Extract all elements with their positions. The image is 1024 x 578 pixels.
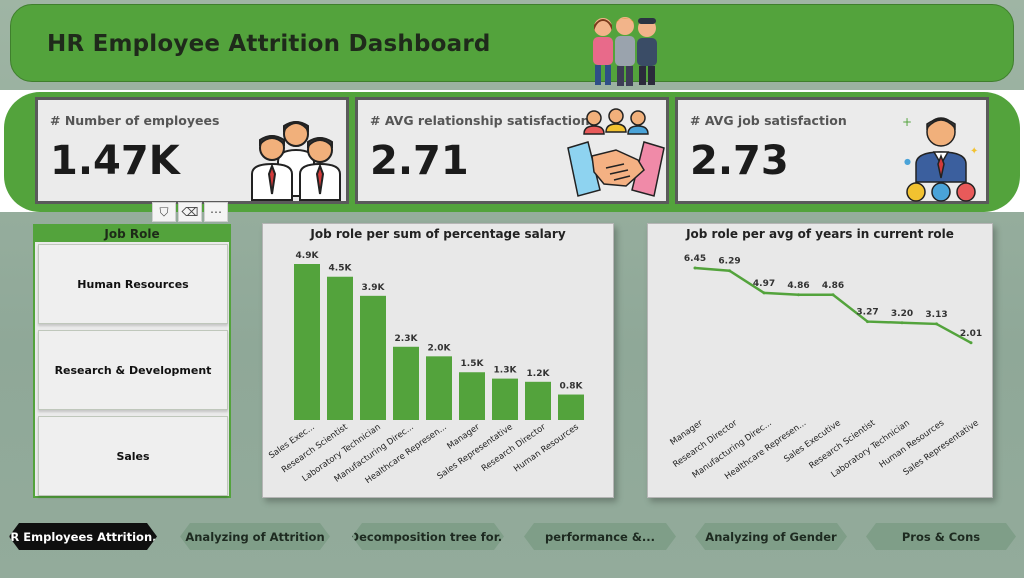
svg-text:✦: ✦ bbox=[970, 146, 978, 157]
line-value-label: 4.86 bbox=[787, 281, 809, 291]
nav-button-pros-cons[interactable]: Pros & Cons bbox=[866, 523, 1016, 550]
line-point[interactable] bbox=[728, 269, 731, 273]
nav-button-performance[interactable]: performance &... bbox=[524, 523, 676, 550]
slicer-toolbar: ⛉ ⌫ ⋯ bbox=[152, 202, 232, 224]
nav-button-decomposition-tree[interactable]: Decomposition tree for.. bbox=[352, 523, 504, 550]
slicer-item-human-resources[interactable]: Human Resources bbox=[38, 244, 228, 324]
kpi-card-relationship-satisfaction[interactable]: # AVG relationship satisfaction 2.71 bbox=[355, 97, 669, 204]
line-chart-title: Job role per avg of years in current rol… bbox=[686, 227, 954, 241]
satisfied-employee-icon: + ✦ ● bbox=[902, 115, 978, 202]
job-role-slicer: Job Role Human Resources Research & Deve… bbox=[33, 224, 231, 498]
kpi-card-job-satisfaction[interactable]: # AVG job satisfaction 2.73 + ✦ ● bbox=[675, 97, 989, 204]
kpi-value: 1.47K bbox=[50, 138, 180, 184]
line-point[interactable] bbox=[935, 322, 938, 326]
kpi-card-employees[interactable]: # Number of employees 1.47K bbox=[35, 97, 349, 204]
kpi-label: # AVG job satisfaction bbox=[690, 113, 847, 128]
nav-button-analyzing-gender[interactable]: Analyzing of Gender bbox=[695, 523, 847, 550]
line-value-label: 3.13 bbox=[925, 310, 947, 320]
bar[interactable] bbox=[393, 346, 419, 420]
svg-text:●: ● bbox=[904, 157, 911, 166]
line-point[interactable] bbox=[866, 320, 869, 324]
bar[interactable] bbox=[294, 264, 320, 420]
line-point[interactable] bbox=[693, 266, 697, 270]
line-point[interactable] bbox=[831, 293, 835, 297]
bar-value-label: 1.5K bbox=[461, 359, 485, 369]
bar[interactable] bbox=[459, 372, 485, 420]
bar[interactable] bbox=[525, 381, 551, 420]
line-value-label: 2.01 bbox=[960, 329, 982, 339]
dashboard-header: HR Employee Attrition Dashboard bbox=[10, 4, 1014, 86]
handshake-team-icon bbox=[567, 108, 665, 197]
line-point[interactable] bbox=[900, 321, 904, 325]
bar-value-label: 4.9K bbox=[296, 251, 320, 261]
bar[interactable] bbox=[327, 276, 353, 420]
kpi-value: 2.71 bbox=[370, 138, 469, 184]
slicer-item-sales[interactable]: Sales bbox=[38, 416, 228, 496]
bar[interactable] bbox=[492, 378, 518, 420]
line-value-label: 3.20 bbox=[891, 309, 913, 319]
bar-value-label: 2.0K bbox=[428, 343, 452, 353]
employees-group-icon bbox=[251, 121, 341, 201]
eraser-icon[interactable]: ⌫ bbox=[178, 202, 202, 222]
bar[interactable] bbox=[558, 394, 584, 420]
line-value-label: 6.45 bbox=[684, 254, 706, 264]
bar[interactable] bbox=[426, 356, 452, 420]
kpi-value: 2.73 bbox=[690, 138, 789, 184]
page-navigation: HR Employees Attrition... Analyzing of A… bbox=[0, 523, 1024, 553]
bar-value-label: 4.5K bbox=[329, 264, 353, 274]
svg-text:+: + bbox=[902, 115, 912, 129]
nav-button-analyzing-attrition[interactable]: Analyzing of Attrition bbox=[180, 523, 330, 550]
line-point[interactable] bbox=[797, 293, 800, 297]
kpi-label: # Number of employees bbox=[50, 113, 220, 128]
bar-value-label: 1.3K bbox=[494, 366, 518, 376]
bar[interactable] bbox=[360, 295, 386, 420]
kpi-label: # AVG relationship satisfaction bbox=[370, 113, 590, 128]
bar-chart-title: Job role per sum of percentage salary bbox=[310, 227, 566, 241]
people-group-icon bbox=[593, 17, 657, 86]
slicer-item-research-development[interactable]: Research & Development bbox=[38, 330, 228, 410]
slicer-title: Job Role bbox=[35, 226, 229, 242]
line-value-label: 6.29 bbox=[718, 257, 740, 267]
bar-value-label: 0.8K bbox=[560, 382, 584, 392]
nav-button-hr-employees-attrition[interactable]: HR Employees Attrition... bbox=[9, 523, 157, 550]
line-value-label: 3.27 bbox=[856, 308, 878, 318]
more-options-icon[interactable]: ⋯ bbox=[204, 202, 228, 222]
filter-icon[interactable]: ⛉ bbox=[152, 202, 176, 222]
bar-value-label: 3.9K bbox=[362, 283, 386, 293]
line-value-label: 4.97 bbox=[753, 279, 775, 289]
line-value-label: 4.86 bbox=[822, 281, 844, 291]
bar-chart-card[interactable]: Job role per sum of percentage salary 4.… bbox=[262, 223, 614, 498]
page-title: HR Employee Attrition Dashboard bbox=[47, 31, 491, 57]
line-point[interactable] bbox=[762, 291, 766, 295]
line-series[interactable] bbox=[694, 266, 972, 344]
line-point[interactable] bbox=[969, 341, 973, 345]
bar-value-label: 1.2K bbox=[527, 369, 551, 379]
bar-value-label: 2.3K bbox=[395, 334, 419, 344]
line-chart-card[interactable]: Job role per avg of years in current rol… bbox=[647, 223, 993, 498]
